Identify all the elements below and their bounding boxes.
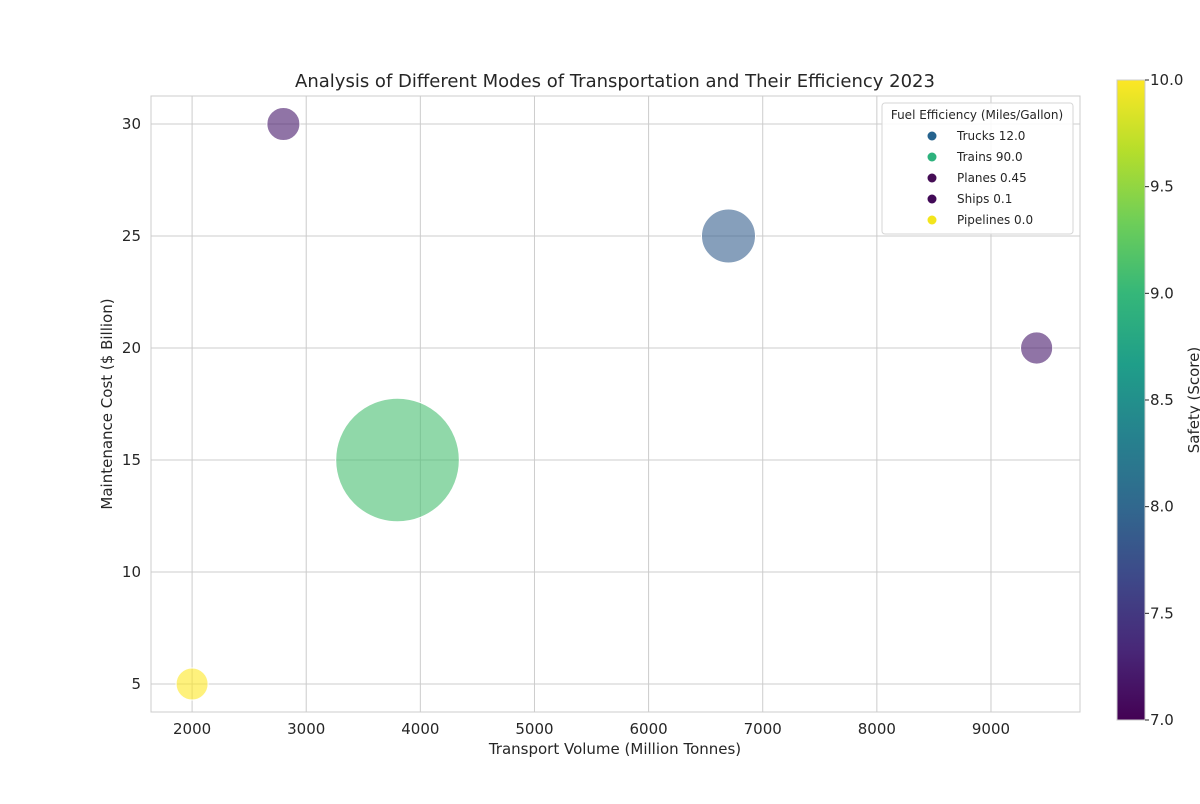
x-tick-label: 8000: [858, 720, 896, 738]
legend: Fuel Efficiency (Miles/Gallon) Trucks 12…: [881, 102, 1074, 235]
legend-marker: [927, 215, 937, 225]
x-tick-label: 4000: [401, 720, 439, 738]
bubble-trains: [335, 397, 460, 523]
legend-label: Pipelines 0.0: [957, 213, 1033, 227]
plot-frame: [150, 95, 1081, 713]
colorbar-tick-label: 9.5: [1150, 178, 1174, 196]
x-tick-label: 9000: [972, 720, 1010, 738]
y-axis-label: Maintenance Cost ($ Billion): [98, 298, 116, 509]
x-axis-ticks: 2000 3000 4000 5000 6000 7000 8000 9000: [173, 720, 1010, 738]
x-tick-label: 3000: [287, 720, 325, 738]
chart-title: Analysis of Different Modes of Transport…: [295, 71, 935, 92]
colorbar-tick-label: 9.0: [1150, 284, 1174, 302]
y-axis-ticks: 5 10 15 20 25 30: [122, 115, 141, 693]
y-tick-label: 5: [131, 675, 141, 693]
colorbar-tick-label: 8.5: [1150, 391, 1174, 409]
legend-marker: [927, 173, 937, 183]
x-tick-label: 5000: [515, 720, 553, 738]
colorbar-tick-label: 7.0: [1150, 711, 1174, 729]
colorbar-tick-label: 8.0: [1150, 498, 1174, 516]
colorbar-gradient: [1117, 80, 1145, 720]
x-tick-label: 7000: [744, 720, 782, 738]
bubble-planes: [266, 107, 301, 141]
x-tick-label: 2000: [173, 720, 211, 738]
colorbar: 7.0 7.5 8.0 8.5 9.0 9.5 10.0 Safety (Score): [1116, 71, 1200, 729]
y-tick-label: 10: [122, 563, 141, 581]
x-axis-label: Transport Volume (Million Tonnes): [488, 740, 741, 758]
legend-marker: [927, 194, 937, 204]
legend-marker: [927, 131, 937, 141]
legend-label: Trucks 12.0: [956, 129, 1025, 143]
y-tick-label: 30: [122, 115, 141, 133]
bubble-trucks: [700, 208, 756, 264]
legend-marker: [927, 152, 937, 162]
x-tick-label: 6000: [630, 720, 668, 738]
legend-label: Ships 0.1: [957, 192, 1012, 206]
colorbar-ticks: 7.0 7.5 8.0 8.5 9.0 9.5 10.0: [1145, 71, 1183, 729]
bubble-ships: [1020, 331, 1054, 365]
y-tick-label: 25: [122, 227, 141, 245]
colorbar-tick-label: 7.5: [1150, 604, 1174, 622]
legend-entries: Trucks 12.0 Trains 90.0 Planes 0.45 Ships 0…: [927, 129, 1033, 227]
legend-label: Planes 0.45: [957, 171, 1027, 185]
bubbles: [175, 107, 1054, 701]
bubble-pipelines: [175, 667, 209, 701]
y-tick-label: 15: [122, 451, 141, 469]
y-tick-label: 20: [122, 339, 141, 357]
colorbar-label: Safety (Score): [1185, 347, 1200, 453]
legend-title: Fuel Efficiency (Miles/Gallon): [891, 108, 1063, 122]
colorbar-tick-label: 10.0: [1150, 71, 1183, 89]
legend-label: Trains 90.0: [956, 150, 1023, 164]
